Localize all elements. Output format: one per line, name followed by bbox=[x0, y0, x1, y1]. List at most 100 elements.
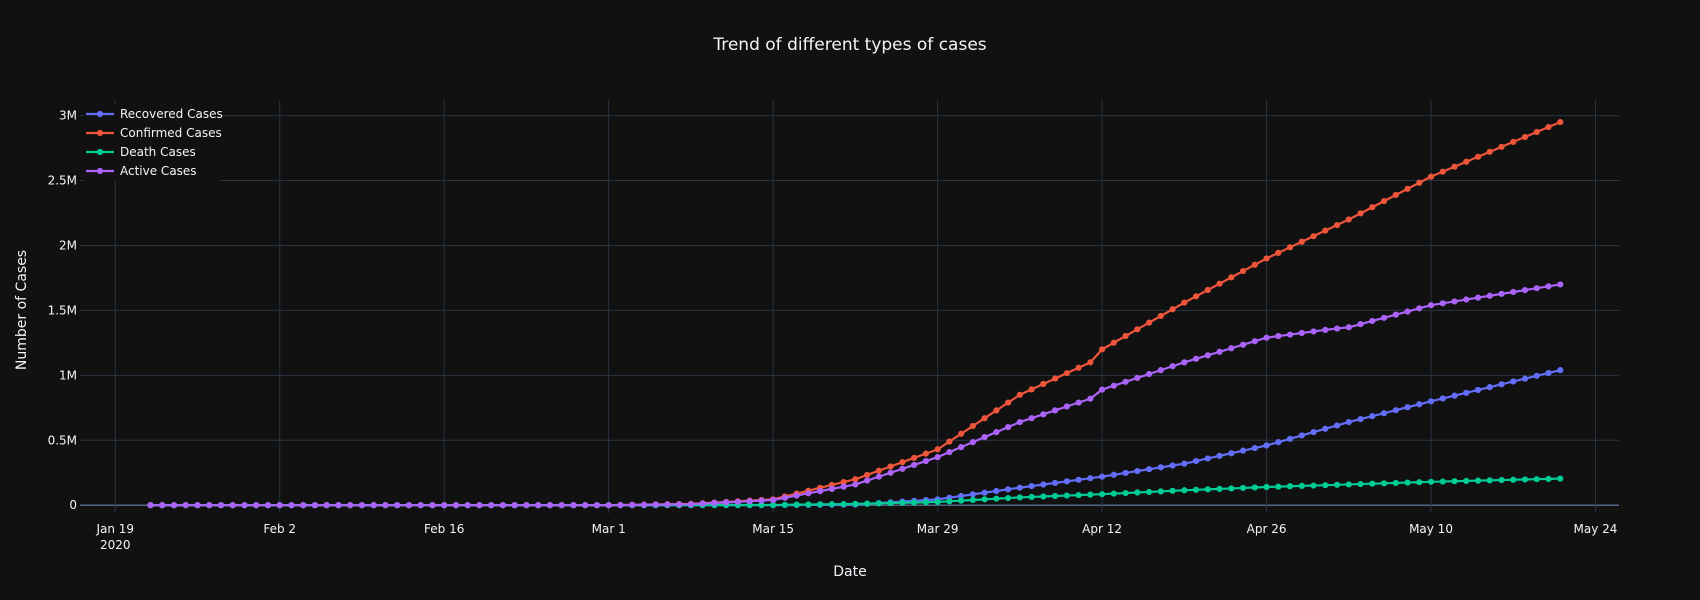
data-point[interactable] bbox=[1416, 305, 1423, 312]
data-point[interactable] bbox=[405, 502, 413, 509]
data-point[interactable] bbox=[1216, 348, 1223, 355]
data-point[interactable] bbox=[170, 502, 178, 509]
data-point[interactable] bbox=[828, 501, 835, 508]
data-point[interactable] bbox=[805, 490, 812, 497]
data-point[interactable] bbox=[1498, 143, 1505, 150]
data-point[interactable] bbox=[1005, 494, 1012, 502]
data-point[interactable] bbox=[1157, 488, 1164, 495]
data-point[interactable] bbox=[1404, 479, 1411, 486]
data-point[interactable] bbox=[1521, 286, 1529, 294]
data-point[interactable] bbox=[1005, 486, 1012, 493]
data-point[interactable] bbox=[958, 430, 965, 437]
data-point[interactable] bbox=[1098, 491, 1106, 498]
data-point[interactable] bbox=[1427, 398, 1435, 405]
data-point[interactable] bbox=[1521, 133, 1529, 141]
data-point[interactable] bbox=[887, 463, 894, 470]
data-point[interactable] bbox=[1075, 364, 1082, 371]
data-point[interactable] bbox=[770, 496, 777, 504]
data-point[interactable] bbox=[335, 502, 342, 509]
data-point[interactable] bbox=[1357, 480, 1364, 488]
data-point[interactable] bbox=[1545, 283, 1552, 290]
data-point[interactable] bbox=[159, 502, 166, 509]
data-point[interactable] bbox=[969, 439, 976, 446]
data-point[interactable] bbox=[1098, 346, 1106, 353]
data-point[interactable] bbox=[875, 467, 882, 474]
data-point[interactable] bbox=[652, 501, 659, 508]
data-point[interactable] bbox=[1392, 407, 1399, 414]
data-point[interactable] bbox=[711, 499, 718, 507]
data-point[interactable] bbox=[640, 501, 648, 508]
data-point[interactable] bbox=[699, 500, 706, 507]
data-point[interactable] bbox=[429, 502, 436, 509]
data-point[interactable] bbox=[899, 459, 906, 466]
data-point[interactable] bbox=[922, 457, 929, 465]
data-point[interactable] bbox=[1427, 478, 1435, 485]
data-point[interactable] bbox=[1463, 296, 1470, 303]
data-point[interactable] bbox=[1157, 464, 1164, 471]
data-point[interactable] bbox=[723, 499, 730, 506]
data-point[interactable] bbox=[1416, 479, 1423, 486]
data-point[interactable] bbox=[1051, 407, 1059, 414]
data-point[interactable] bbox=[1521, 476, 1529, 483]
data-point[interactable] bbox=[1310, 429, 1317, 436]
data-point[interactable] bbox=[1486, 292, 1493, 299]
data-point[interactable] bbox=[1275, 483, 1282, 490]
data-point[interactable] bbox=[1192, 293, 1200, 300]
data-point[interactable] bbox=[781, 494, 788, 501]
data-point[interactable] bbox=[1427, 173, 1435, 180]
data-point[interactable] bbox=[1357, 210, 1364, 217]
data-point[interactable] bbox=[1251, 338, 1258, 345]
data-point[interactable] bbox=[828, 485, 835, 492]
data-point[interactable] bbox=[1122, 469, 1129, 477]
legend-item[interactable]: Death Cases bbox=[86, 145, 196, 159]
data-point[interactable] bbox=[840, 483, 847, 490]
data-point[interactable] bbox=[288, 502, 295, 509]
data-point[interactable] bbox=[1216, 485, 1223, 492]
data-point[interactable] bbox=[981, 489, 988, 496]
data-point[interactable] bbox=[1040, 481, 1047, 488]
data-point[interactable] bbox=[1380, 480, 1388, 487]
data-point[interactable] bbox=[1557, 367, 1564, 374]
data-point[interactable] bbox=[1204, 486, 1211, 493]
data-point[interactable] bbox=[1439, 395, 1446, 402]
data-point[interactable] bbox=[1333, 422, 1341, 429]
data-point[interactable] bbox=[864, 500, 871, 507]
data-point[interactable] bbox=[1416, 401, 1423, 408]
data-point[interactable] bbox=[1463, 477, 1470, 485]
data-point[interactable] bbox=[1510, 378, 1517, 385]
data-point[interactable] bbox=[1110, 339, 1117, 346]
data-point[interactable] bbox=[1404, 308, 1411, 315]
data-point[interactable] bbox=[1204, 455, 1211, 462]
data-point[interactable] bbox=[1016, 391, 1023, 398]
data-point[interactable] bbox=[1474, 153, 1482, 160]
data-point[interactable] bbox=[969, 496, 976, 504]
data-point[interactable] bbox=[1533, 285, 1540, 292]
data-point[interactable] bbox=[593, 502, 601, 509]
data-point[interactable] bbox=[511, 502, 518, 509]
data-point[interactable] bbox=[1063, 478, 1070, 485]
data-point[interactable] bbox=[253, 502, 260, 509]
data-point[interactable] bbox=[1098, 473, 1106, 480]
data-point[interactable] bbox=[1474, 386, 1482, 394]
data-point[interactable] bbox=[300, 502, 307, 509]
data-point[interactable] bbox=[1557, 118, 1564, 126]
data-point[interactable] bbox=[499, 502, 507, 509]
data-point[interactable] bbox=[1451, 298, 1458, 305]
data-point[interactable] bbox=[1533, 128, 1540, 136]
data-point[interactable] bbox=[934, 498, 941, 506]
data-point[interactable] bbox=[993, 495, 1000, 502]
data-point[interactable] bbox=[276, 502, 283, 509]
data-point[interactable] bbox=[1404, 404, 1411, 411]
data-point[interactable] bbox=[1298, 482, 1305, 490]
data-point[interactable] bbox=[1310, 328, 1317, 335]
data-point[interactable] bbox=[1439, 300, 1446, 307]
data-point[interactable] bbox=[1463, 389, 1470, 396]
data-point[interactable] bbox=[1063, 492, 1070, 499]
data-point[interactable] bbox=[922, 450, 929, 457]
data-point[interactable] bbox=[241, 502, 248, 509]
data-point[interactable] bbox=[1557, 281, 1564, 288]
data-point[interactable] bbox=[1110, 471, 1117, 478]
data-point[interactable] bbox=[922, 499, 929, 506]
data-point[interactable] bbox=[1181, 487, 1188, 494]
data-point[interactable] bbox=[570, 502, 577, 509]
